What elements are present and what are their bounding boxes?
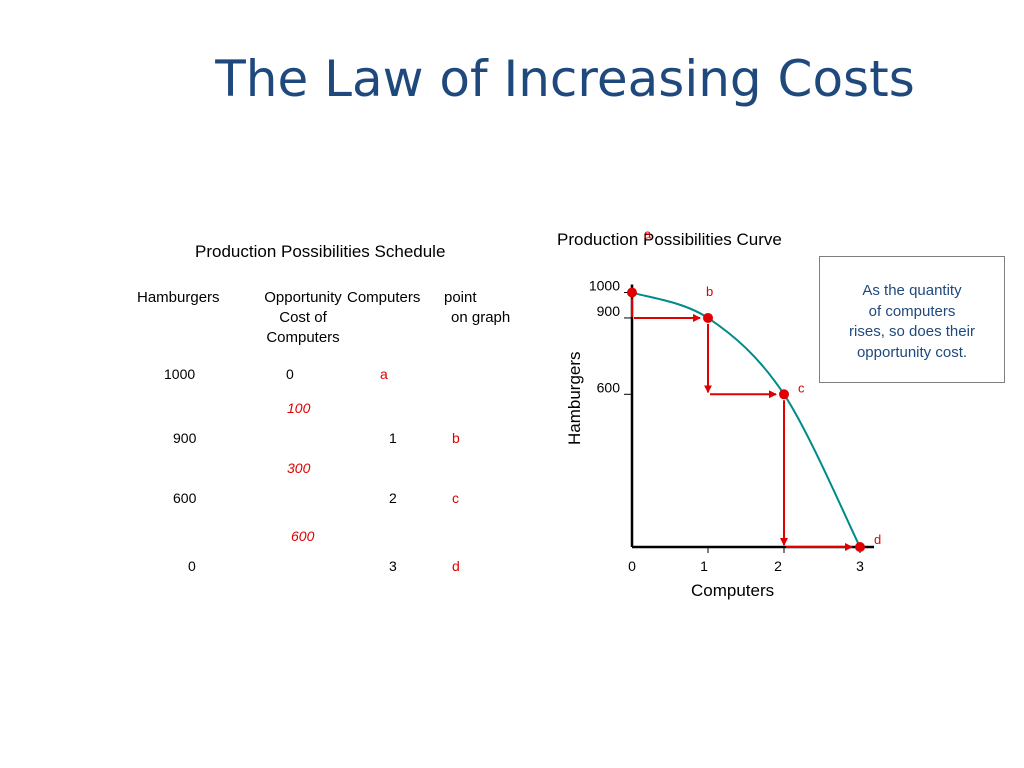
header-computers: Computers — [347, 289, 421, 306]
note-box: As the quantity of computers rises, so d… — [819, 256, 1005, 383]
point-b — [703, 312, 713, 323]
header-hamburgers: Hamburgers — [137, 289, 220, 306]
opportunity-cost-3: 600 — [291, 528, 315, 544]
chart-title: Production Possibilities Curve — [557, 230, 782, 249]
point-label-c: c — [798, 380, 805, 395]
row-a-cost: 0 — [286, 366, 294, 382]
x-tick-label-3: 3 — [856, 558, 864, 574]
row-a-hamburgers: 1000 — [164, 366, 196, 382]
note-line-4: opportunity cost. — [856, 343, 968, 361]
slide-title: The Law of Increasing Costs — [215, 50, 915, 108]
ppc-curve — [631, 291, 861, 548]
y-tick-label-900: 900 — [597, 303, 621, 319]
schedule-title: Production Possibilities Schedule — [195, 242, 446, 261]
x-tick-label-0: 0 — [628, 558, 636, 574]
point-label-d: d — [874, 532, 881, 547]
x-axis-label: Computers — [691, 581, 774, 600]
header-opportunity-line-2: Cost of — [279, 309, 327, 326]
row-c-point: c — [452, 490, 459, 506]
point-d — [855, 542, 865, 552]
row-b-hamburgers: 900 — [173, 430, 197, 446]
header-opportunity-line-1: Opportunity — [264, 289, 342, 306]
row-c-computers: 2 — [389, 490, 397, 506]
row-c-hamburgers: 600 — [173, 490, 197, 506]
header-opportunity-line-3: Computers — [266, 329, 340, 346]
header-point-line-2: on graph — [451, 309, 511, 326]
point-a — [627, 287, 637, 298]
row-b-computers: 1 — [389, 430, 397, 446]
y-tick-label-1000: 1000 — [589, 278, 620, 294]
opportunity-cost-2: 300 — [287, 460, 311, 476]
row-b-point: b — [452, 430, 460, 446]
y-tick-label-600: 600 — [597, 379, 621, 395]
row-a-point: a — [380, 366, 388, 382]
note-line-1: As the quantity — [862, 282, 962, 299]
row-d-hamburgers: 0 — [188, 558, 196, 574]
x-tick-label-2: 2 — [774, 558, 782, 574]
x-tick-label-1: 1 — [700, 558, 708, 574]
point-label-a: a — [644, 227, 652, 242]
y-axis-label: Hamburgers — [565, 351, 584, 445]
row-d-point: d — [452, 558, 460, 574]
note-line-2: of computers — [868, 302, 956, 320]
opportunity-cost-1: 100 — [287, 400, 311, 416]
point-c — [779, 389, 789, 400]
header-point: point on graph — [444, 288, 510, 328]
header-opportunity-cost: Opportunity Cost of Computers — [248, 288, 358, 348]
row-d-computers: 3 — [389, 558, 397, 574]
header-point-line-1: point — [444, 289, 477, 306]
point-label-b: b — [706, 284, 713, 299]
note-line-3: rises, so does their — [849, 323, 975, 340]
